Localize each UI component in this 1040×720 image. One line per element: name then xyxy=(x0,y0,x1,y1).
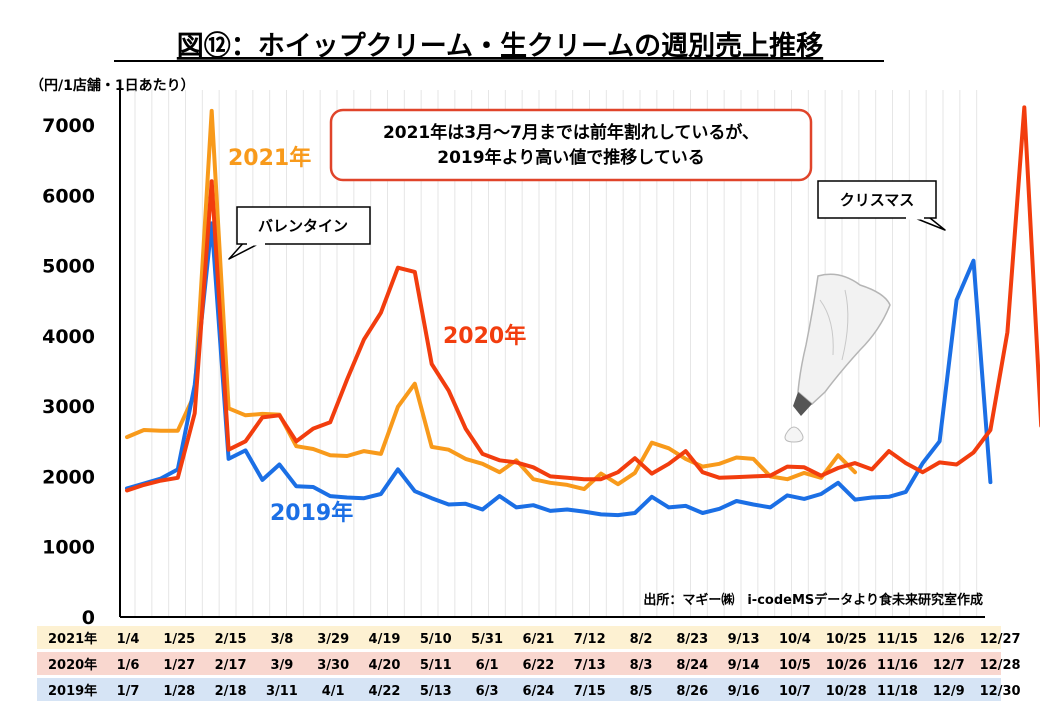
x-tick-label: 9/14 xyxy=(728,658,760,673)
x-tick-label: 4/22 xyxy=(369,684,401,699)
x-tick-label: 12/6 xyxy=(933,632,965,647)
x-tick-label: 11/15 xyxy=(877,632,918,647)
series-label-2020: 2020年 xyxy=(443,323,526,349)
vertical-gridlines xyxy=(134,90,978,617)
x-tick-label: 1/4 xyxy=(117,632,140,647)
x-tick-label: 10/7 xyxy=(779,684,811,699)
x-tick-label: 10/26 xyxy=(826,658,867,673)
x-tick-label: 2/17 xyxy=(215,658,247,673)
valentine-callout: バレンタイン xyxy=(228,206,371,260)
x-tick-label: 3/30 xyxy=(317,658,349,673)
christmas-label: クリスマス xyxy=(840,191,915,209)
x-tick-label: 11/18 xyxy=(877,684,918,699)
x-tick-label: 10/25 xyxy=(826,632,867,647)
y-axis-ticks: 0 1000 2000 3000 4000 5000 6000 7000 xyxy=(42,115,95,629)
y-tick-label: 4000 xyxy=(42,326,95,348)
x-tick-label: 6/3 xyxy=(476,684,499,699)
series-label-2021: 2021年 xyxy=(228,145,311,171)
series-line-2021年 xyxy=(125,108,857,492)
x-tick-label: 2/18 xyxy=(215,684,247,699)
x-tick-label: 6/1 xyxy=(476,658,499,673)
x-tick-label: 5/11 xyxy=(420,658,452,673)
valentine-label: バレンタイン xyxy=(258,217,348,235)
x-tick-label: 1/7 xyxy=(117,684,140,699)
x-tick-label: 9/13 xyxy=(728,632,760,647)
x-row-year-label: 2021年 xyxy=(48,631,97,647)
x-tick-label: 7/15 xyxy=(574,684,606,699)
x-tick-label: 4/19 xyxy=(369,632,401,647)
line-series xyxy=(125,105,1040,518)
x-axis-date-rows: 2021年 1/4 1/25 2/15 3/8 3/29 4/19 5/10 5/31 6/21 7… xyxy=(37,626,1021,701)
x-tick-label: 4/1 xyxy=(322,684,345,699)
x-tick-label: 8/3 xyxy=(630,658,653,673)
x-tick-label: 1/27 xyxy=(163,658,195,673)
y-tick-label: 7000 xyxy=(42,115,95,137)
x-tick-label: 12/9 xyxy=(933,684,965,699)
x-tick-label: 7/12 xyxy=(574,632,606,647)
x-tick-label: 3/8 xyxy=(270,632,293,647)
x-row-band xyxy=(37,626,1001,649)
x-tick-label: 11/16 xyxy=(877,658,918,673)
annotation-line-2: 2019年より高い値で推移している xyxy=(437,147,704,168)
x-tick-label: 1/6 xyxy=(117,658,140,673)
x-tick-label: 1/28 xyxy=(163,684,195,699)
x-tick-label: 3/9 xyxy=(270,658,293,673)
x-tick-label: 8/23 xyxy=(676,632,708,647)
x-tick-label: 5/13 xyxy=(420,684,452,699)
x-row-band xyxy=(37,678,1001,701)
y-tick-label: 1000 xyxy=(42,537,95,559)
x-row-band xyxy=(37,652,1001,675)
x-tick-label: 3/11 xyxy=(266,684,298,699)
y-tick-label: 5000 xyxy=(42,256,95,278)
x-tick-label: 6/24 xyxy=(522,684,554,699)
series-label-2019: 2019年 xyxy=(270,500,353,526)
annotation-line-1: 2021年は3月～7月までは前年割れしているが、 xyxy=(383,122,759,143)
x-tick-label: 5/10 xyxy=(420,632,452,647)
christmas-callout: クリスマス xyxy=(817,180,946,231)
x-tick-label: 5/31 xyxy=(471,632,503,647)
x-tick-label: 10/5 xyxy=(779,658,811,673)
x-tick-label: 1/25 xyxy=(163,632,195,647)
x-tick-label: 12/27 xyxy=(980,632,1021,647)
x-tick-label: 12/30 xyxy=(980,684,1021,699)
x-tick-label: 7/13 xyxy=(574,658,606,673)
x-tick-label: 9/16 xyxy=(728,684,760,699)
x-row-year-label: 2020年 xyxy=(48,657,97,673)
series-line-2020年 xyxy=(125,105,1040,493)
piping-bag-illustration xyxy=(784,273,891,443)
x-tick-label: 12/28 xyxy=(980,658,1021,673)
x-tick-label: 8/2 xyxy=(630,632,653,647)
chart-title: 図⑫：ホイップクリーム・生クリームの週別売上推移 xyxy=(177,30,823,62)
y-tick-label: 0 xyxy=(82,607,95,629)
x-tick-label: 12/7 xyxy=(933,658,965,673)
x-tick-label: 8/24 xyxy=(676,658,708,673)
y-tick-label: 3000 xyxy=(42,396,95,418)
x-tick-label: 8/26 xyxy=(676,684,708,699)
y-tick-label: 6000 xyxy=(42,185,95,207)
x-row-year-label: 2019年 xyxy=(48,683,97,699)
x-tick-label: 6/21 xyxy=(522,632,554,647)
x-tick-label: 8/5 xyxy=(630,684,653,699)
x-tick-label: 6/22 xyxy=(522,658,554,673)
series-line-2019年 xyxy=(125,221,993,518)
annotation-box: 2021年は3月～7月までは前年割れしているが、 2019年より高い値で推移して… xyxy=(329,108,813,182)
y-axis-unit-label: （円/1店舗・1日あたり） xyxy=(30,77,195,94)
axes xyxy=(119,90,985,618)
source-note: 出所：マギー㈱ i-codeMSデータより食未来研究室作成 xyxy=(643,592,983,608)
y-tick-label: 2000 xyxy=(42,466,95,488)
x-tick-label: 4/20 xyxy=(369,658,401,673)
x-tick-label: 2/15 xyxy=(215,632,247,647)
x-tick-label: 10/28 xyxy=(826,684,867,699)
x-tick-label: 3/29 xyxy=(317,632,349,647)
x-tick-label: 10/4 xyxy=(779,632,811,647)
